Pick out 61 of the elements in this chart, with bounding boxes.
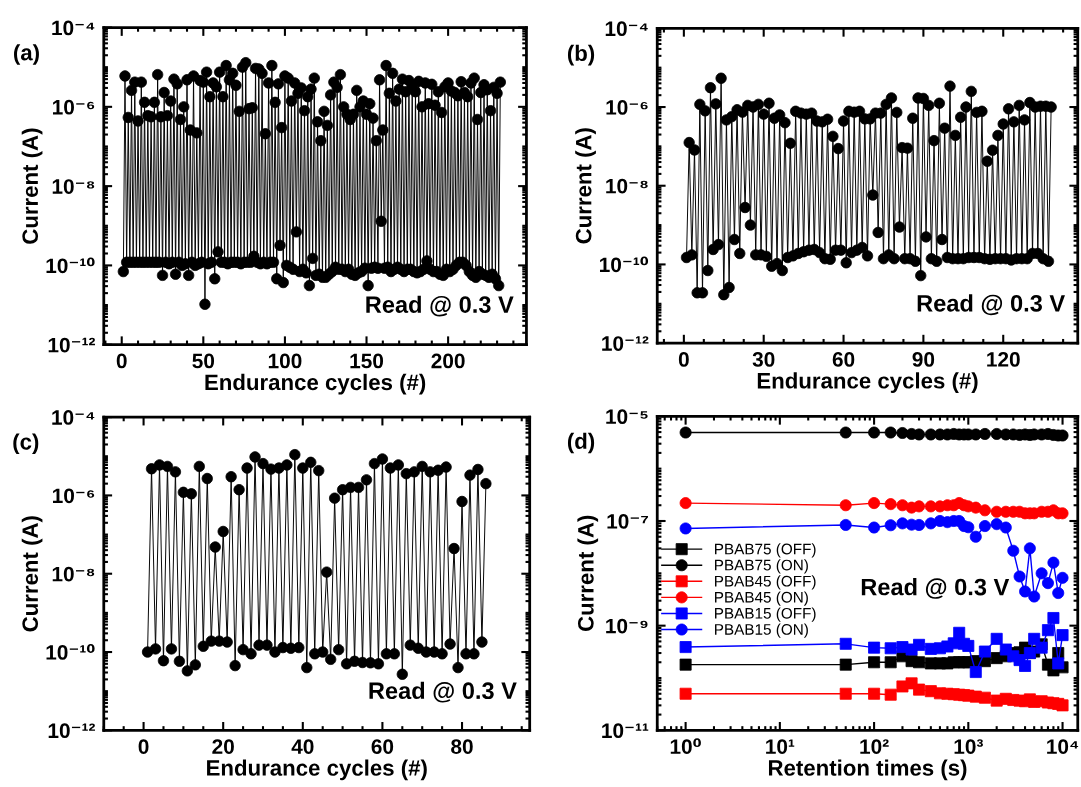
text: (b) [567, 44, 595, 66]
y-axis-title: Current (A) [21, 128, 43, 244]
legend-label: PBAB75 (OFF) [715, 543, 816, 558]
y-tick-label: 10⁻⁶ [52, 99, 95, 115]
text: (d) [567, 432, 595, 454]
annotation: Read @ 0.3 V [917, 294, 1065, 316]
y-tick-label: 10⁻¹² [602, 336, 649, 351]
y-tick-label: 10⁻⁶ [52, 488, 95, 504]
legend-label: PBAB15 (OFF) [715, 607, 816, 622]
y-tick-label: 10⁻⁶ [606, 100, 648, 115]
x-tick-label: 100 [268, 353, 302, 369]
x-tick-label: 40 [291, 739, 314, 754]
x-tick-label: 80 [451, 739, 473, 754]
x-tick-label: 20 [212, 739, 234, 754]
x-axis-title: Endurance cycles (#) [757, 372, 978, 393]
x-tick-label: 30 [752, 352, 775, 367]
y-tick-label: 10⁻⁴ [52, 20, 95, 36]
text: (a) [14, 44, 39, 65]
x-tick-label: 0 [678, 352, 689, 367]
y-axis-title: Current (A) [577, 515, 599, 632]
y-tick-label: 10⁻¹⁰ [46, 644, 95, 660]
x-tick-label: 150 [350, 353, 384, 369]
y-tick-label: 10⁻¹⁰ [46, 257, 95, 274]
x-axis-title: Endurance cycles (#) [205, 373, 426, 395]
x-tick-label: 0 [116, 353, 127, 369]
y-axis-title: Current (A) [21, 516, 43, 632]
y-tick-label: 10⁻⁸ [606, 178, 648, 194]
x-tick-label: 10¹ [766, 739, 795, 754]
legend-label: PBAB75 (ON) [715, 559, 808, 574]
y-tick-label: 10⁻⁸ [52, 566, 95, 582]
y-tick-label: 10⁻⁸ [52, 179, 95, 194]
annotation: Read @ 0.3 V [369, 681, 517, 703]
x-axis-title: Endurance cycles (#) [207, 759, 427, 781]
y-tick-label: 10⁻⁷ [607, 514, 649, 529]
y-tick-label: 10⁻¹⁰ [600, 256, 649, 273]
text: (c) [13, 433, 39, 455]
x-tick-label: 10³ [954, 739, 983, 754]
x-tick-label: 60 [371, 739, 394, 754]
legend-label: PBAB15 (ON) [715, 623, 808, 638]
y-axis-title: Current (A) [575, 128, 596, 244]
x-tick-label: 50 [192, 353, 215, 369]
x-tick-label: 120 [987, 352, 1020, 367]
y-tick-label: 10⁻⁹ [606, 618, 648, 634]
x-tick-label: 10⁰ [670, 738, 701, 754]
y-tick-label: 10⁻¹² [48, 337, 96, 353]
x-tick-label: 10² [860, 739, 889, 754]
y-tick-label: 10⁻⁴ [605, 21, 648, 37]
legend-label: PBAB45 (OFF) [715, 575, 816, 590]
x-tick-label: 90 [912, 352, 935, 367]
x-tick-label: 0 [138, 739, 149, 754]
y-tick-label: 10⁻¹¹ [602, 723, 649, 739]
annotation: Read @ 0.3 V [861, 578, 1010, 599]
y-tick-label: 10⁻⁴ [52, 410, 95, 425]
x-axis-title: Retention times (s) [768, 759, 967, 781]
x-tick-label: 200 [431, 353, 465, 369]
annotation: Read @ 0.3 V [366, 295, 514, 317]
y-tick-label: 10⁻¹² [48, 723, 96, 739]
y-tick-label: 10⁻⁵ [606, 409, 648, 425]
legend-label: PBAB45 (ON) [715, 591, 808, 606]
x-tick-label: 10⁴ [1047, 739, 1079, 754]
x-tick-label: 60 [832, 352, 855, 367]
